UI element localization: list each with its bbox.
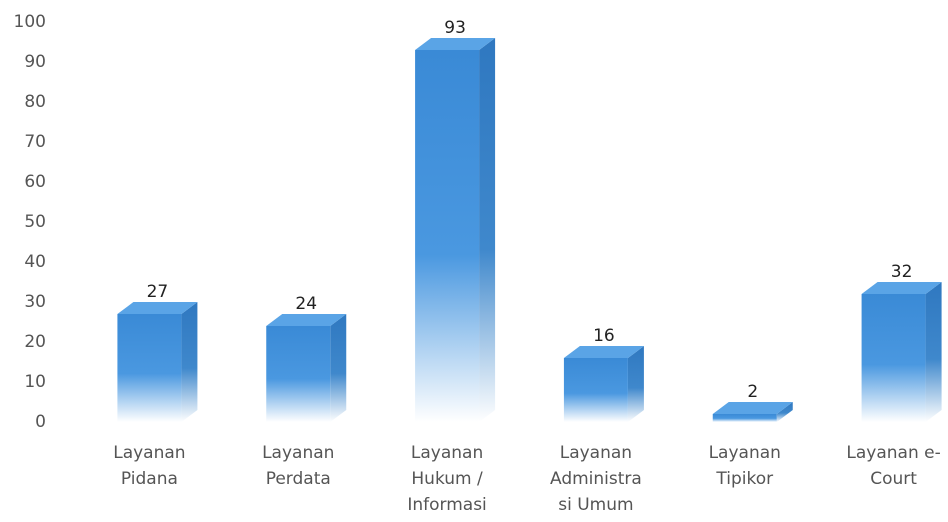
bar-front <box>563 358 628 422</box>
bar-side <box>627 346 644 422</box>
y-tick-label: 90 <box>24 52 46 72</box>
y-tick-label: 0 <box>35 412 46 432</box>
bar-top <box>117 302 198 314</box>
bar-front <box>415 50 480 422</box>
bar <box>563 346 644 422</box>
value-label: 24 <box>295 294 317 314</box>
bar-top <box>861 282 942 294</box>
value-label: 2 <box>747 382 758 402</box>
x-tick-label: Layanan Pidana <box>113 443 186 489</box>
x-tick-label: Layanan Administrasi Umum <box>549 443 642 515</box>
y-tick-label: 50 <box>24 212 46 232</box>
x-tick-label: Layanan e-Court <box>846 443 941 489</box>
bar <box>415 38 496 422</box>
value-label: 16 <box>593 326 615 346</box>
y-tick-label: 70 <box>24 132 46 152</box>
bar <box>712 402 793 422</box>
x-tick-label: Layanan Tipikor <box>708 443 781 489</box>
bar-side <box>776 402 793 422</box>
bar <box>861 282 942 422</box>
y-tick-label: 10 <box>24 372 46 392</box>
value-label: 93 <box>444 18 466 38</box>
value-label: 27 <box>147 282 169 302</box>
bar-top <box>563 346 644 358</box>
y-tick-label: 20 <box>24 332 46 352</box>
y-tick-label: 30 <box>24 292 46 312</box>
bar-side <box>925 282 942 422</box>
bar-front <box>712 414 777 422</box>
y-tick-label: 60 <box>24 172 46 192</box>
bar-front <box>117 314 182 422</box>
bar-top <box>415 38 496 50</box>
y-tick-label: 40 <box>24 252 46 272</box>
bar-front <box>266 326 331 422</box>
x-tick-label: Layanan Hukum / Informasi <box>407 443 487 515</box>
value-label: 32 <box>891 262 913 282</box>
y-tick-label: 80 <box>24 92 46 112</box>
bar-side <box>479 38 496 422</box>
bar-front <box>861 294 926 422</box>
y-tick-label: 100 <box>14 12 46 32</box>
bar <box>266 314 347 422</box>
bar-top <box>712 402 793 414</box>
x-tick-label: Layanan Perdata <box>262 443 335 489</box>
bar <box>117 302 198 422</box>
bar-side <box>181 302 198 422</box>
bar-top <box>266 314 347 326</box>
bar-side <box>330 314 347 422</box>
